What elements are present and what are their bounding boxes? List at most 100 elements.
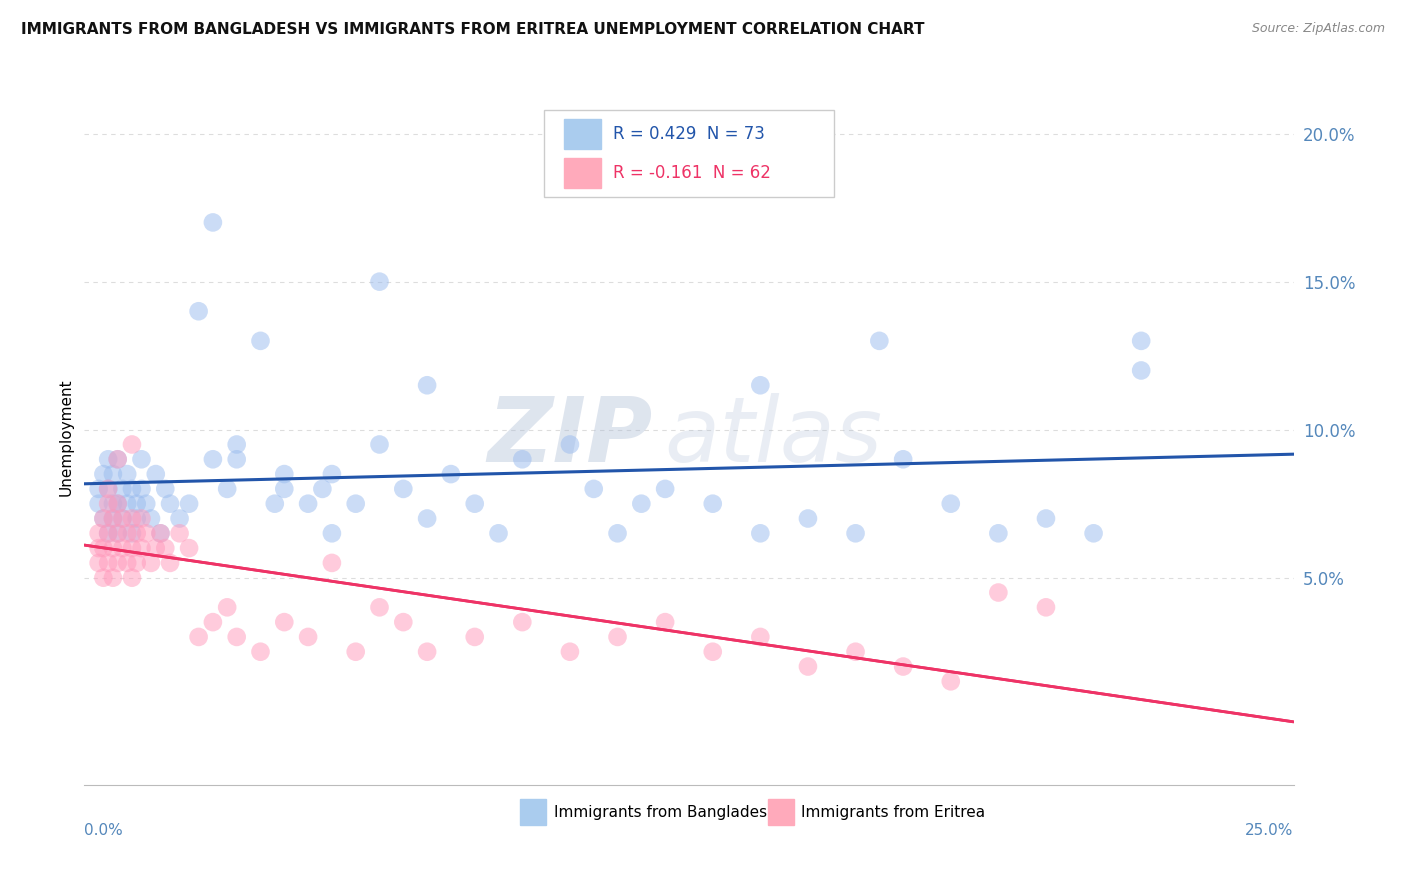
- Point: [177, 541, 200, 555]
- Point: [115, 497, 138, 511]
- Text: atlas: atlas: [665, 393, 883, 481]
- Text: 0.0%: 0.0%: [84, 823, 124, 838]
- Point: [344, 645, 367, 659]
- Point: [139, 556, 162, 570]
- Point: [225, 437, 247, 451]
- Point: [97, 526, 120, 541]
- Point: [582, 482, 605, 496]
- Point: [159, 556, 181, 570]
- Point: [177, 497, 200, 511]
- Point: [159, 497, 181, 511]
- Point: [510, 615, 533, 629]
- Point: [121, 437, 143, 451]
- Point: [939, 674, 962, 689]
- Point: [606, 630, 628, 644]
- Point: [891, 659, 914, 673]
- Point: [111, 511, 134, 525]
- Text: R = -0.161  N = 62: R = -0.161 N = 62: [613, 164, 770, 182]
- Point: [797, 659, 820, 673]
- Point: [145, 467, 167, 481]
- Point: [654, 482, 676, 496]
- Point: [87, 526, 110, 541]
- Point: [273, 615, 295, 629]
- Point: [101, 511, 124, 525]
- Point: [107, 526, 129, 541]
- Text: R = 0.429  N = 73: R = 0.429 N = 73: [613, 126, 765, 144]
- Point: [125, 556, 148, 570]
- Point: [111, 482, 134, 496]
- Point: [630, 497, 652, 511]
- Point: [1130, 334, 1153, 348]
- Point: [321, 467, 343, 481]
- Point: [97, 452, 120, 467]
- Point: [149, 526, 172, 541]
- Point: [273, 467, 295, 481]
- Point: [868, 334, 890, 348]
- Text: Immigrants from Eritrea: Immigrants from Eritrea: [801, 805, 986, 820]
- Point: [321, 556, 343, 570]
- Point: [416, 511, 439, 525]
- Point: [93, 511, 115, 525]
- Point: [845, 645, 868, 659]
- Point: [107, 497, 129, 511]
- Point: [368, 600, 391, 615]
- Point: [321, 526, 343, 541]
- Point: [87, 497, 110, 511]
- Point: [558, 645, 581, 659]
- Point: [101, 511, 124, 525]
- Point: [125, 497, 148, 511]
- Point: [97, 482, 120, 496]
- Text: 25.0%: 25.0%: [1246, 823, 1294, 838]
- Point: [87, 556, 110, 570]
- Point: [107, 526, 129, 541]
- Point: [416, 378, 439, 392]
- Point: [149, 526, 172, 541]
- Point: [135, 497, 157, 511]
- Point: [987, 585, 1010, 599]
- Point: [797, 511, 820, 525]
- Point: [225, 630, 247, 644]
- Point: [217, 482, 239, 496]
- Point: [702, 645, 724, 659]
- Point: [510, 452, 533, 467]
- Point: [249, 334, 271, 348]
- Point: [155, 482, 177, 496]
- Point: [702, 497, 724, 511]
- Point: [749, 630, 772, 644]
- Point: [115, 526, 138, 541]
- Point: [1130, 363, 1153, 377]
- Point: [135, 526, 157, 541]
- Point: [440, 467, 463, 481]
- Point: [464, 630, 486, 644]
- Point: [217, 600, 239, 615]
- Point: [115, 556, 138, 570]
- Point: [1035, 511, 1057, 525]
- Point: [87, 541, 110, 555]
- Point: [201, 215, 224, 229]
- Point: [392, 615, 415, 629]
- Point: [101, 467, 124, 481]
- Point: [311, 482, 333, 496]
- Point: [87, 482, 110, 496]
- Point: [131, 452, 153, 467]
- Point: [115, 467, 138, 481]
- Point: [131, 511, 153, 525]
- Point: [101, 541, 124, 555]
- Text: Immigrants from Bangladesh: Immigrants from Bangladesh: [554, 805, 776, 820]
- Point: [297, 630, 319, 644]
- Point: [125, 511, 148, 525]
- Point: [107, 497, 129, 511]
- Point: [145, 541, 167, 555]
- Point: [297, 497, 319, 511]
- Point: [1035, 600, 1057, 615]
- Point: [201, 615, 224, 629]
- Point: [139, 511, 162, 525]
- Point: [121, 571, 143, 585]
- Point: [987, 526, 1010, 541]
- Point: [939, 497, 962, 511]
- Point: [121, 511, 143, 525]
- Point: [97, 526, 120, 541]
- Point: [121, 482, 143, 496]
- Point: [169, 511, 191, 525]
- Point: [111, 511, 134, 525]
